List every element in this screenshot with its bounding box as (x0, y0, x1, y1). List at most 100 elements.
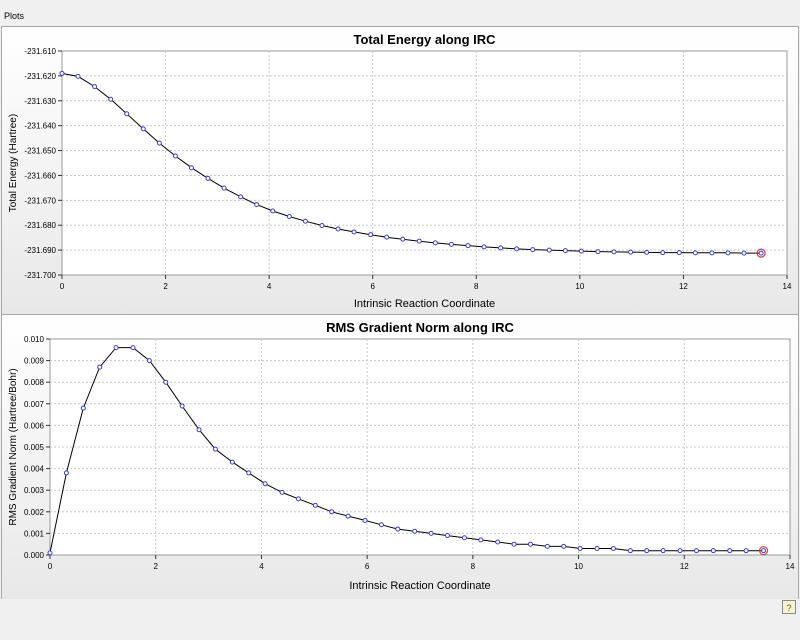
energy-data-point[interactable] (319, 222, 325, 228)
energy-data-point[interactable] (221, 185, 227, 191)
energy-data-point[interactable] (270, 208, 276, 214)
gradient-data-point[interactable] (677, 548, 683, 554)
energy-data-point[interactable] (481, 244, 487, 250)
energy-series-line (61, 72, 762, 254)
energy-y-tick-label: -231.670 (24, 196, 56, 205)
gradient-data-point[interactable] (511, 541, 517, 547)
gradient-data-point[interactable] (610, 546, 616, 552)
gradient-data-point[interactable] (577, 546, 583, 552)
energy-y-tick-label: -231.650 (24, 147, 56, 156)
gradient-data-point[interactable] (312, 502, 318, 508)
gradient-data-point[interactable] (710, 548, 716, 554)
help-button[interactable]: ? (782, 600, 796, 614)
gradient-data-point[interactable] (130, 345, 136, 351)
energy-data-point[interactable] (546, 247, 552, 253)
gradient-data-point[interactable] (478, 537, 484, 543)
energy-data-point[interactable] (384, 234, 390, 240)
window-title: Plots (4, 11, 25, 21)
gradient-data-point[interactable] (378, 522, 384, 528)
gradient-data-point[interactable] (63, 470, 69, 476)
energy-data-point[interactable] (758, 250, 764, 256)
energy-data-point[interactable] (335, 226, 341, 232)
gradient-data-point[interactable] (113, 345, 119, 351)
energy-data-point[interactable] (416, 238, 422, 244)
energy-data-point[interactable] (741, 250, 747, 256)
gradient-data-point[interactable] (461, 535, 467, 541)
energy-data-point[interactable] (59, 70, 65, 76)
gradient-data-point[interactable] (594, 546, 600, 552)
energy-data-point[interactable] (400, 236, 406, 242)
gradient-data-point[interactable] (179, 403, 185, 409)
gradient-data-point[interactable] (163, 379, 169, 385)
gradient-data-point[interactable] (444, 533, 450, 539)
energy-data-point[interactable] (254, 202, 260, 208)
gradient-data-point[interactable] (561, 543, 567, 549)
energy-current-point-marker (756, 248, 766, 258)
energy-data-point[interactable] (448, 241, 454, 247)
energy-data-point[interactable] (124, 111, 130, 117)
gradient-data-point[interactable] (80, 405, 86, 411)
gradient-data-point[interactable] (527, 541, 533, 547)
help-icon: ? (786, 603, 792, 613)
energy-data-point[interactable] (368, 232, 374, 238)
energy-data-point[interactable] (676, 250, 682, 256)
gradient-data-point[interactable] (229, 459, 235, 465)
gradient-data-point[interactable] (395, 526, 401, 532)
energy-x-tick-label: 4 (267, 282, 272, 291)
energy-data-point[interactable] (92, 84, 98, 90)
energy-y-tick-label: -231.700 (24, 271, 56, 280)
energy-data-point[interactable] (530, 247, 536, 253)
energy-data-point[interactable] (75, 73, 81, 79)
energy-data-point[interactable] (172, 153, 178, 159)
gradient-data-point[interactable] (146, 358, 152, 364)
gradient-data-point[interactable] (544, 543, 550, 549)
energy-data-point[interactable] (644, 249, 650, 255)
gradient-data-point[interactable] (262, 481, 268, 487)
gradient-data-point[interactable] (295, 496, 301, 502)
gradient-data-point[interactable] (212, 446, 218, 452)
gradient-data-point[interactable] (693, 548, 699, 554)
energy-data-point[interactable] (188, 165, 194, 171)
gradient-data-point[interactable] (97, 364, 103, 370)
gradient-y-tick-label: 0.009 (24, 357, 45, 366)
energy-data-point[interactable] (595, 249, 601, 255)
energy-data-point[interactable] (302, 218, 308, 224)
energy-data-point[interactable] (578, 248, 584, 254)
energy-data-point[interactable] (660, 250, 666, 256)
energy-data-point[interactable] (432, 240, 438, 246)
gradient-data-point[interactable] (196, 427, 202, 433)
gradient-data-point[interactable] (644, 548, 650, 554)
gradient-chart: RMS Gradient Norm along IRC 0 2 4 6 8 10 12 14 0.… (8, 320, 795, 592)
energy-data-point[interactable] (709, 250, 715, 256)
gradient-data-point[interactable] (495, 539, 501, 545)
gradient-y-tick-label: 0.007 (24, 400, 45, 409)
gradient-data-point[interactable] (279, 489, 285, 495)
gradient-data-point[interactable] (246, 470, 252, 476)
gradient-data-point[interactable] (761, 548, 767, 554)
energy-data-point[interactable] (140, 126, 146, 132)
energy-data-point[interactable] (498, 245, 504, 251)
gradient-data-point[interactable] (428, 530, 434, 536)
energy-data-point[interactable] (286, 214, 292, 220)
gradient-data-point[interactable] (47, 550, 53, 556)
gradient-data-point[interactable] (727, 548, 733, 554)
energy-data-point[interactable] (351, 229, 357, 235)
gradient-data-point[interactable] (345, 513, 351, 519)
gradient-data-point[interactable] (329, 509, 335, 515)
gradient-data-point[interactable] (743, 548, 749, 554)
energy-data-point[interactable] (562, 248, 568, 254)
gradient-data-point[interactable] (627, 548, 633, 554)
gradient-data-point[interactable] (660, 548, 666, 554)
energy-data-point[interactable] (611, 249, 617, 255)
energy-data-point[interactable] (156, 140, 162, 146)
energy-data-point[interactable] (725, 250, 731, 256)
gradient-data-point[interactable] (362, 517, 368, 523)
energy-data-point[interactable] (238, 194, 244, 200)
energy-data-point[interactable] (628, 249, 634, 255)
energy-data-point[interactable] (465, 243, 471, 249)
energy-data-point[interactable] (205, 175, 211, 181)
energy-data-point[interactable] (108, 96, 114, 102)
energy-data-point[interactable] (692, 250, 698, 256)
energy-data-point[interactable] (514, 246, 520, 252)
gradient-data-point[interactable] (412, 528, 418, 534)
